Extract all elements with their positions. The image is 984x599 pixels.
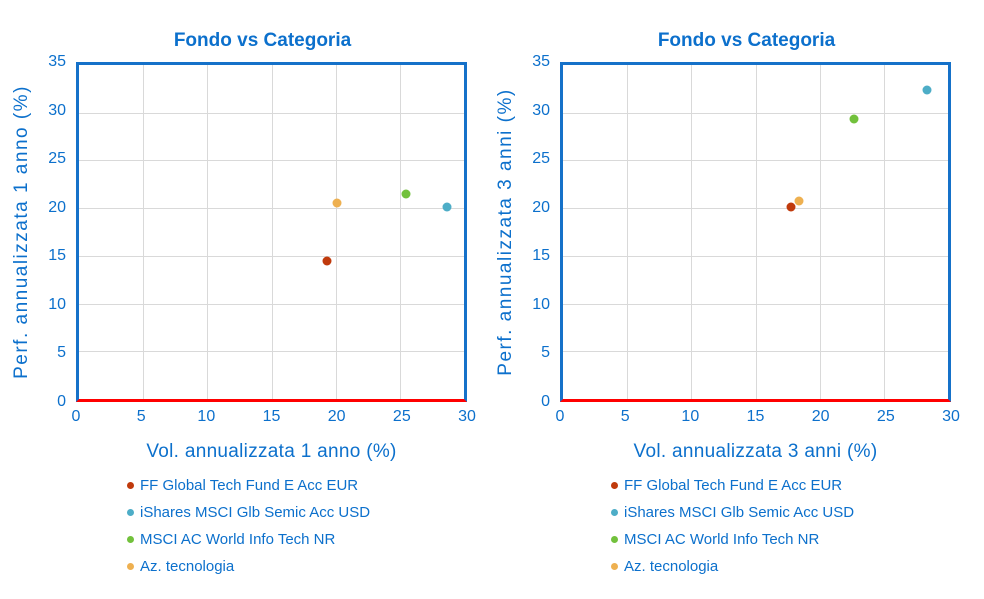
legend-marker-icon bbox=[127, 509, 134, 516]
scatter-chart-3-anni: Fondo vs Categoria Perf. annualizzata 3 … bbox=[484, 0, 984, 599]
x-tick-label: 15 bbox=[262, 408, 281, 425]
plot-area bbox=[560, 62, 951, 402]
legend-marker-icon bbox=[127, 536, 134, 543]
horizontal-gridline bbox=[79, 351, 464, 353]
legend-marker-icon bbox=[611, 482, 618, 489]
y-tick-label: 35 bbox=[532, 53, 550, 70]
x-tick-label: 25 bbox=[392, 408, 411, 425]
x-tick-label: 5 bbox=[136, 408, 146, 425]
y-axis-title-text: Perf. annualizzata 3 anni (%) bbox=[495, 88, 516, 376]
y-tick-label: 35 bbox=[48, 53, 66, 70]
vertical-gridline bbox=[335, 65, 337, 399]
vertical-gridline bbox=[143, 65, 145, 399]
data-point bbox=[401, 189, 411, 199]
data-point bbox=[922, 85, 932, 95]
y-tick-label: 15 bbox=[532, 247, 550, 265]
legend-item: Az. tecnologia bbox=[611, 553, 941, 580]
vertical-gridline bbox=[883, 65, 885, 399]
data-point bbox=[322, 256, 332, 266]
legend-marker-icon bbox=[127, 482, 134, 489]
legend-item: MSCI AC World Info Tech NR bbox=[127, 526, 457, 553]
x-axis-title: Vol. annualizzata 3 anni (%) bbox=[633, 441, 878, 462]
y-tick-label: 30 bbox=[532, 101, 550, 119]
vertical-gridline bbox=[399, 65, 401, 399]
y-tick-label: 5 bbox=[541, 344, 550, 362]
vertical-gridline bbox=[271, 65, 273, 399]
x-tick-label: 30 bbox=[942, 408, 960, 425]
vertical-gridline bbox=[627, 65, 629, 399]
x-tick-label: 10 bbox=[681, 408, 700, 425]
x-tick-label: 20 bbox=[811, 408, 830, 425]
y-tick-label: 10 bbox=[48, 295, 66, 313]
chart-legend: FF Global Tech Fund E Acc EUR iShares MSC… bbox=[127, 472, 457, 580]
x-tick-label: 0 bbox=[71, 408, 81, 425]
legend-item: Az. tecnologia bbox=[127, 553, 457, 580]
x-tick-label: 5 bbox=[620, 408, 630, 425]
legend-label: FF Global Tech Fund E Acc EUR bbox=[140, 477, 359, 494]
data-point bbox=[794, 196, 804, 205]
x-tick-label: 20 bbox=[327, 408, 346, 425]
legend-marker-icon bbox=[127, 563, 134, 570]
horizontal-gridline bbox=[79, 208, 464, 210]
legend-label: MSCI AC World Info Tech NR bbox=[140, 531, 336, 548]
vertical-gridline bbox=[691, 65, 693, 399]
horizontal-gridline bbox=[563, 208, 948, 210]
chart-title: Fondo vs Categoria bbox=[657, 30, 836, 51]
legend-label: iShares MSCI Glb Semic Acc USD bbox=[140, 504, 371, 521]
y-tick-label: 0 bbox=[57, 393, 66, 410]
y-tick-label: 10 bbox=[532, 295, 550, 313]
vertical-gridline bbox=[819, 65, 821, 399]
data-point bbox=[849, 114, 859, 124]
data-point bbox=[332, 198, 342, 208]
legend-item: FF Global Tech Fund E Acc EUR bbox=[611, 472, 941, 499]
horizontal-gridline bbox=[563, 160, 948, 162]
y-tick-label: 20 bbox=[532, 198, 550, 216]
horizontal-gridline bbox=[79, 255, 464, 257]
x-tick-label: 15 bbox=[746, 408, 765, 425]
horizontal-gridline bbox=[79, 160, 464, 162]
scatter-chart-1-anno: Fondo vs Categoria Perf. annualizzata 1 … bbox=[11, 30, 476, 580]
horizontal-gridline bbox=[563, 112, 948, 114]
y-axis-title-text: Perf. annualizzata 1 anno (%) bbox=[11, 85, 32, 379]
y-tick-label: 0 bbox=[541, 393, 550, 410]
legend-label: Az. tecnologia bbox=[624, 558, 719, 575]
y-tick-label: 25 bbox=[532, 150, 550, 168]
horizontal-gridline bbox=[79, 112, 464, 114]
horizontal-gridline bbox=[563, 351, 948, 353]
legend-item: MSCI AC World Info Tech NR bbox=[611, 526, 941, 553]
x-tick-label: 25 bbox=[876, 408, 895, 425]
y-tick-label: 30 bbox=[48, 101, 66, 119]
x-axis-title: Vol. annualizzata 1 anno (%) bbox=[146, 441, 397, 462]
x-tick-label: 30 bbox=[458, 408, 476, 425]
legend-label: Az. tecnologia bbox=[140, 558, 235, 575]
legend-marker-icon bbox=[611, 536, 618, 543]
legend-marker-icon bbox=[611, 509, 618, 516]
legend-item: iShares MSCI Glb Semic Acc USD bbox=[611, 499, 941, 526]
chart-title: Fondo vs Categoria bbox=[173, 30, 352, 51]
legend-label: MSCI AC World Info Tech NR bbox=[624, 531, 820, 548]
vertical-gridline bbox=[207, 65, 209, 399]
horizontal-gridline bbox=[79, 303, 464, 305]
horizontal-gridline bbox=[563, 303, 948, 305]
legend-label: iShares MSCI Glb Semic Acc USD bbox=[624, 504, 855, 521]
chart-legend: FF Global Tech Fund E Acc EUR iShares MSC… bbox=[611, 472, 941, 580]
x-tick-label: 10 bbox=[197, 408, 216, 425]
y-tick-label: 25 bbox=[48, 150, 66, 168]
legend-label: FF Global Tech Fund E Acc EUR bbox=[624, 477, 843, 494]
data-point bbox=[442, 202, 452, 212]
x-tick-label: 0 bbox=[555, 408, 565, 425]
plot-area bbox=[76, 62, 467, 402]
vertical-gridline bbox=[755, 65, 757, 399]
legend-item: iShares MSCI Glb Semic Acc USD bbox=[127, 499, 457, 526]
horizontal-gridline bbox=[563, 255, 948, 257]
legend-marker-icon bbox=[611, 563, 618, 570]
y-tick-label: 20 bbox=[48, 198, 66, 216]
y-tick-label: 5 bbox=[57, 344, 66, 362]
data-point bbox=[786, 202, 796, 212]
legend-item: FF Global Tech Fund E Acc EUR bbox=[127, 472, 457, 499]
y-tick-label: 15 bbox=[48, 247, 66, 265]
